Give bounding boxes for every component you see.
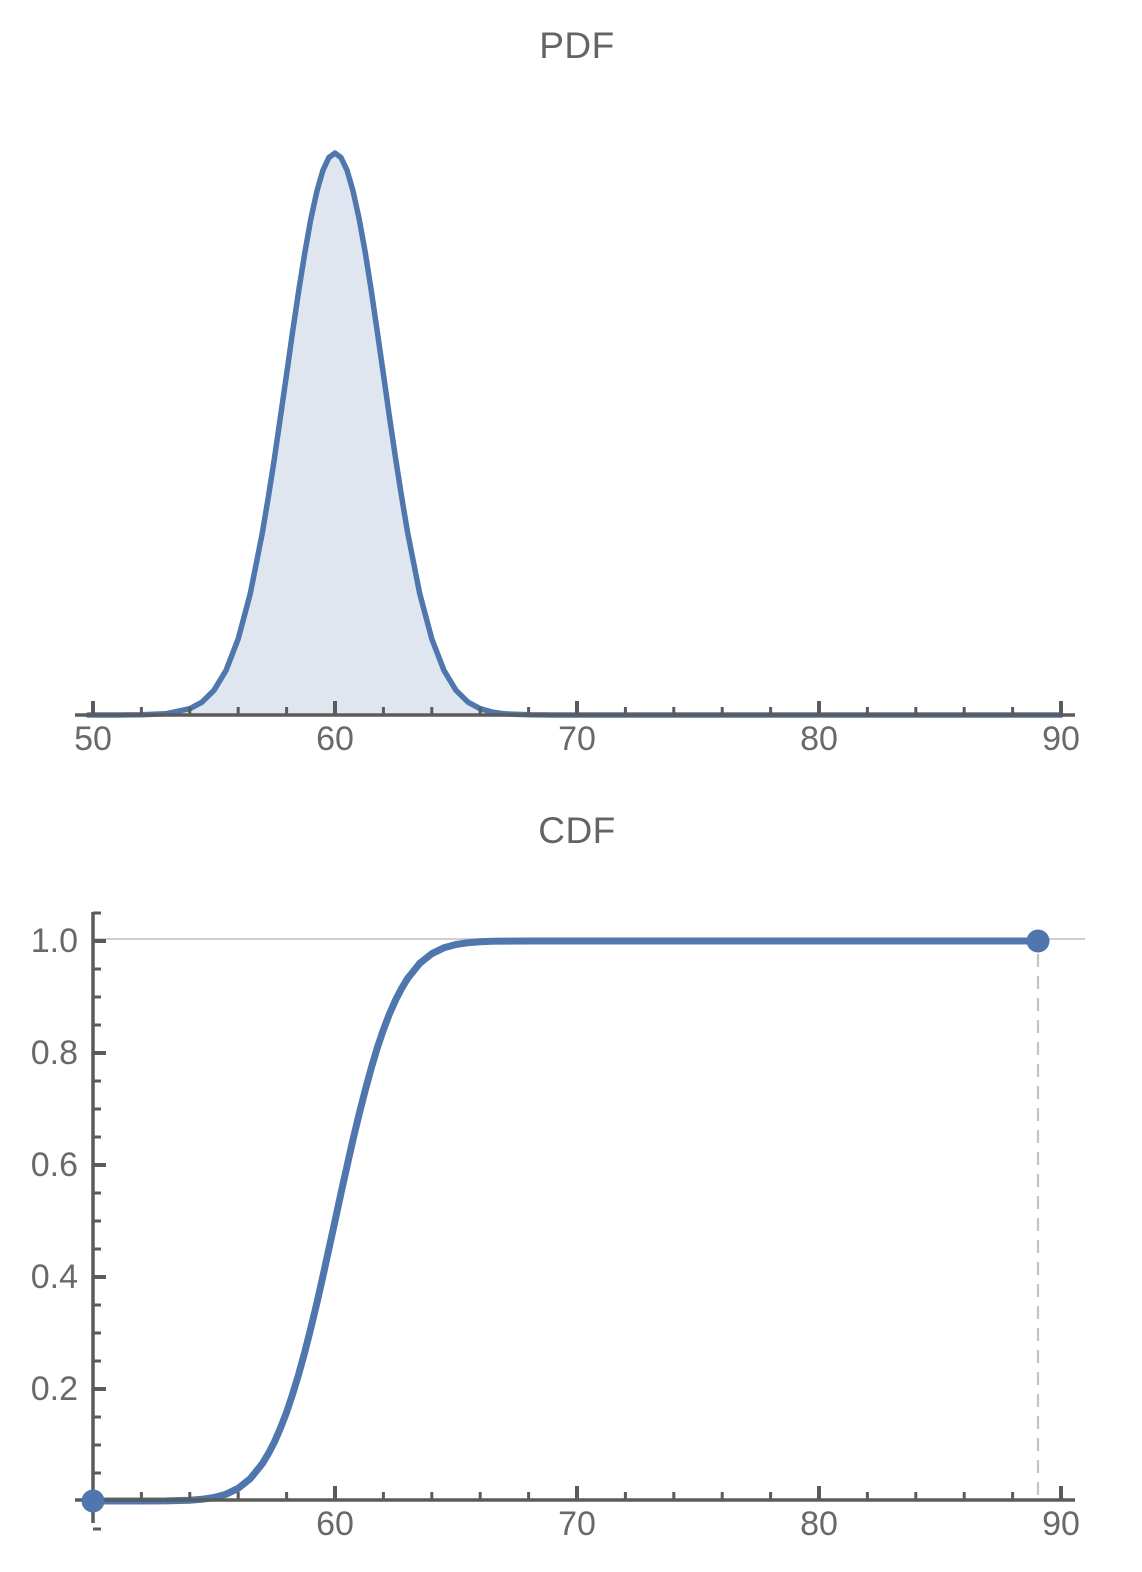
pdf-plot-area: 50 60 70 80 90 (74, 150, 1080, 758)
cdf-y-ticks (93, 911, 106, 1531)
pdf-curve-line (85, 150, 1064, 718)
pdf-chart-title: PDF (539, 25, 615, 66)
pdf-x-ticks (91, 701, 1063, 715)
cdf-y-tick-label: 1.0 (31, 922, 78, 960)
cdf-y-tick-label: 0.4 (31, 1258, 78, 1296)
cdf-curve-line (89, 937, 1042, 1505)
cdf-x-tick-label: 60 (316, 1505, 354, 1543)
cdf-x-ticks (139, 1486, 1063, 1500)
cdf-endpoint-marker (1026, 929, 1050, 953)
cdf-chart-title: CDF (538, 810, 616, 851)
pdf-x-tick-label: 50 (74, 720, 112, 758)
cdf-x-tick-label: 90 (1042, 1505, 1080, 1543)
cdf-endpoint-marker (81, 1489, 105, 1513)
pdf-x-tick-label: 90 (1042, 720, 1080, 758)
cdf-y-tick-label: 0.2 (31, 1370, 78, 1408)
pdf-curve-fill (88, 153, 1061, 716)
cdf-y-tick-label: 0.6 (31, 1146, 78, 1184)
cdf-y-tick-label: 0.8 (31, 1034, 78, 1072)
cdf-x-tick-label: 80 (800, 1505, 838, 1543)
pdf-x-tick-label: 80 (800, 720, 838, 758)
cdf-x-tick-label: 70 (558, 1505, 596, 1543)
pdf-x-tick-label: 70 (558, 720, 596, 758)
pdf-x-tick-label: 60 (316, 720, 354, 758)
cdf-plot-area: 60 70 80 90 0.2 0.4 0.6 0.8 1.0 (31, 911, 1085, 1543)
